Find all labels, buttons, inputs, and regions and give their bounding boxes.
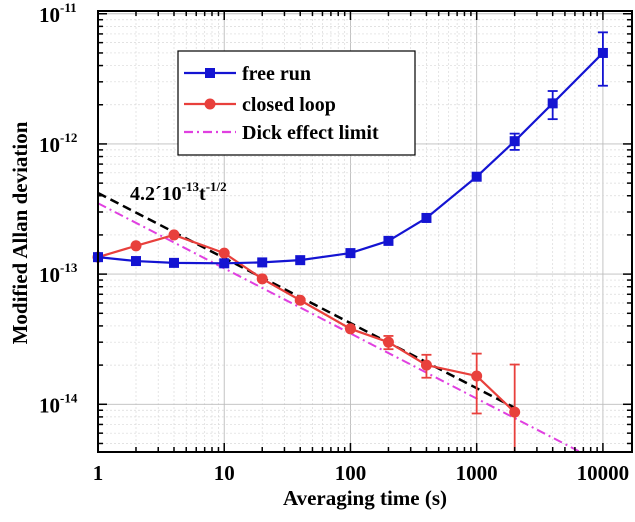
y-tick-label-exp: -12 <box>60 130 77 145</box>
free-run-point <box>130 256 141 267</box>
x-tick-label: 100 <box>335 461 367 485</box>
free-run-point <box>421 212 432 223</box>
fit-annotation-main: 4.2´10 <box>130 183 182 205</box>
closed-loop-point <box>218 247 230 259</box>
fit-annotation-exp2: -1/2 <box>206 179 227 194</box>
x-axis-title: Averaging time (s) <box>283 486 447 510</box>
y-tick-label-base: 10 <box>39 133 60 157</box>
free-run-point <box>168 257 179 268</box>
free-run-point <box>471 171 482 182</box>
legend-closed-loop-marker <box>204 98 216 110</box>
legend-dick-effect-limit-label: Dick effect limit <box>242 122 379 144</box>
x-tick-label: 10 <box>214 461 235 485</box>
free-run-point <box>345 248 356 259</box>
y-tick-label-exp: -13 <box>60 260 78 275</box>
x-tick-label: 1000 <box>456 461 498 485</box>
closed-loop-point <box>509 406 521 418</box>
closed-loop-point <box>420 359 432 371</box>
free-run-point <box>547 98 558 109</box>
x-tick-label: 1 <box>93 461 104 485</box>
free-run-point <box>295 255 306 266</box>
free-run-point <box>219 258 230 269</box>
closed-loop-point <box>471 370 483 382</box>
free-run-point <box>509 136 520 147</box>
legend-free-run-marker <box>205 68 215 78</box>
y-tick-label: 10-12 <box>39 130 77 157</box>
y-tick-label-exp: -11 <box>60 0 77 15</box>
legend-items: free run closed loop Dick effect limit <box>184 63 379 144</box>
y-tick-label: 10-11 <box>39 0 77 27</box>
fit-annotation-t: t <box>199 183 206 205</box>
legend: free run closed loop Dick effect limit <box>177 50 416 156</box>
y-tick-label-base: 10 <box>39 393 60 417</box>
x-tick-label: 10000 <box>577 461 630 485</box>
plot-series <box>92 31 608 453</box>
closed-loop-point <box>382 336 394 348</box>
axis-ticks <box>97 11 632 452</box>
closed-loop-point <box>344 323 356 335</box>
y-tick-label-exp: -14 <box>60 390 78 405</box>
free-run-point <box>597 47 608 58</box>
y-tick-label: 10-13 <box>39 260 78 287</box>
closed-loop-point <box>294 294 306 306</box>
closed-loop-point <box>256 273 268 285</box>
legend-free-run-label: free run <box>242 63 311 85</box>
fit-annotation: 4.2´10-13t-1/2 <box>130 179 227 205</box>
free-run-point <box>383 235 394 246</box>
free-run-point <box>257 257 268 268</box>
legend-closed-loop-label: closed loop <box>242 94 336 116</box>
closed-loop-point <box>168 229 180 241</box>
y-axis-title: Modified Allan deviation <box>8 121 32 344</box>
fit-line <box>98 191 516 409</box>
y-tick-label: 10-14 <box>39 390 78 417</box>
plot-frame <box>97 10 633 453</box>
closed-loop-point <box>130 240 142 252</box>
y-tick-label-base: 10 <box>39 3 60 27</box>
fit-annotation-exp1: -13 <box>182 179 200 194</box>
y-tick-label-base: 10 <box>39 263 60 287</box>
